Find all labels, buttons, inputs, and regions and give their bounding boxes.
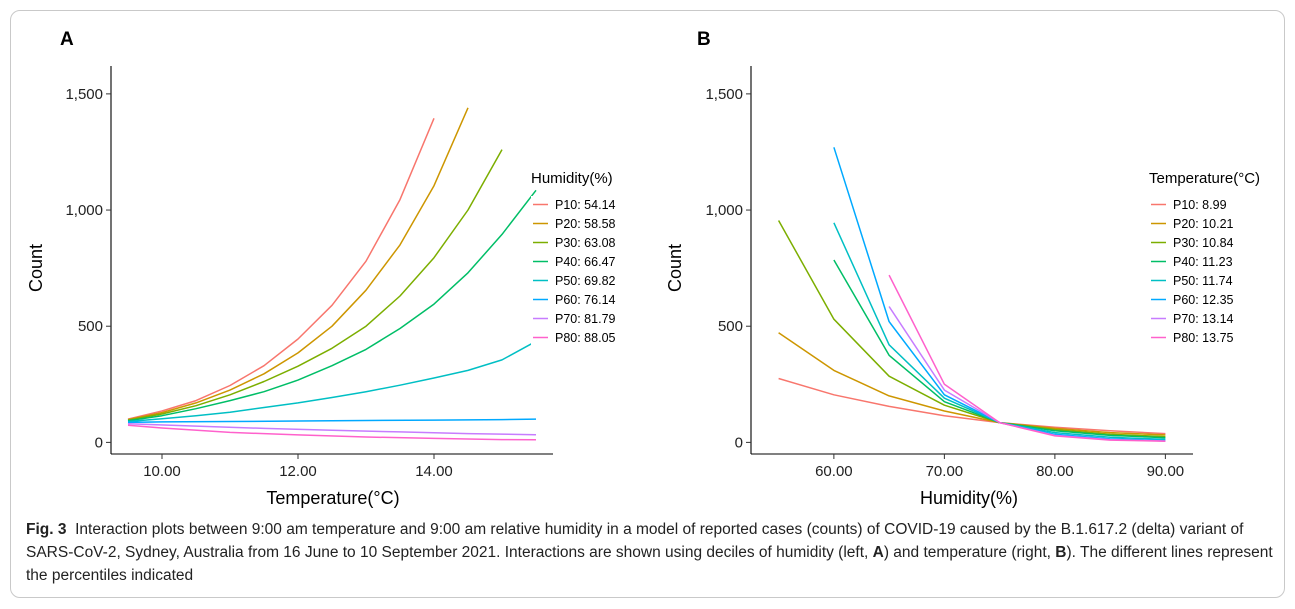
panel-b-legend-title: Temperature(°C) — [1149, 170, 1260, 187]
panel-a-x-tick-label: 14.00 — [415, 463, 453, 480]
panel-b-series-line-4 — [833, 259, 1166, 439]
panel-b-ylabel: Count — [665, 244, 685, 292]
panel-a-series-line-5 — [127, 340, 537, 423]
panel-a-series-line-6 — [127, 418, 537, 424]
panel-a-y-tick-label: 1,500 — [65, 86, 103, 103]
panel-b-x-tick-label: 60.00 — [815, 463, 853, 480]
panel-b-y-tick-label: 500 — [718, 318, 743, 335]
panel-b-series-line-8 — [888, 274, 1166, 442]
panel-b-series-line-6 — [833, 147, 1166, 442]
panel-b-x-tick-label: 70.00 — [926, 463, 964, 480]
panel-b-series-line-1 — [778, 377, 1166, 435]
panel-b-legend-label: P10: 8.99 — [1173, 198, 1227, 212]
panel-b-x-tick-label: 90.00 — [1147, 463, 1185, 480]
panel-b-series-line-7 — [888, 306, 1166, 442]
panel-b-legend-label: P70: 13.14 — [1173, 312, 1234, 326]
panel-b-legend-label: P80: 13.75 — [1173, 331, 1234, 345]
panel-a-legend: Humidity(%) P10: 54.14 P20: 58.58 P30: 63.… — [531, 170, 616, 346]
panel-a-series-line-3 — [127, 149, 503, 421]
panel-b-x-tick-label: 80.00 — [1036, 463, 1074, 480]
panel-a-x-tick-label: 10.00 — [143, 463, 181, 480]
panel-a-legend-title: Humidity(%) — [531, 170, 613, 187]
panel-b-legend: Temperature(°C) P10: 8.99 P20: 10.21 P30: … — [1149, 170, 1260, 346]
panel-a-legend-label: P40: 66.47 — [555, 255, 616, 269]
panel-a-legend-label: P10: 54.14 — [555, 198, 616, 212]
panel-b-legend-label: P50: 11.74 — [1173, 274, 1233, 288]
panel-a-legend-label: P80: 88.05 — [555, 331, 616, 345]
panel-b-legend-label: P40: 11.23 — [1173, 255, 1233, 269]
panel-a-y-tick-label: 1,000 — [65, 202, 103, 219]
panel-a-y-tick-label: 0 — [95, 434, 103, 451]
panel-a-xlabel: Temperature(°C) — [266, 488, 399, 508]
panel-b-legend-label: P20: 10.21 — [1173, 217, 1234, 231]
panel-b-y-tick-label: 1,000 — [705, 202, 743, 219]
caption-text: Interaction plots between 9:00 am temper… — [26, 521, 1244, 561]
panel-a: A Count Temperature(°C) 0 500 1,000 1,500 10… — [26, 29, 616, 508]
caption-mid: ) and temperature (right, — [883, 544, 1056, 561]
panel-a-series-line-4 — [127, 189, 537, 422]
panel-a-letter: A — [60, 29, 74, 50]
panel-a-ylabel: Count — [26, 244, 46, 292]
panel-b-y-tick-label: 1,500 — [705, 86, 743, 103]
panel-a-series-line-7 — [127, 423, 537, 436]
panel-a-legend-label: P30: 63.08 — [555, 236, 616, 250]
caption-ref-a: A — [872, 544, 884, 561]
panel-a-series-line-1 — [127, 118, 435, 420]
panel-b-xlabel: Humidity(%) — [920, 488, 1018, 508]
panel-b-series-line-3 — [777, 220, 1166, 438]
figure-plots: A Count Temperature(°C) 0 500 1,000 1,500 10… — [26, 29, 1260, 508]
caption-ref-b: B — [1055, 544, 1067, 561]
panel-a-series-line-2 — [127, 107, 469, 421]
panel-a-x-tick-label: 12.00 — [279, 463, 317, 480]
caption-end: ). The different lines represent the per… — [26, 544, 1273, 584]
panel-a-legend-label: P20: 58.58 — [555, 217, 616, 231]
caption-label: Fig. 3 — [26, 521, 67, 538]
panel-b-series-line-2 — [778, 332, 1166, 436]
panel-a-legend-label: P50: 69.82 — [555, 274, 616, 288]
panel-b-legend-label: P60: 12.35 — [1173, 293, 1234, 307]
panel-a-plot-area: 0 500 1,000 1,500 10.00 12.00 14.00 — [65, 66, 553, 480]
panel-b: B Count Humidity(%) 0 500 1,000 1,500 60.00 7… — [665, 29, 1260, 508]
panel-b-plot-area: 0 500 1,000 1,500 60.00 70.00 80.00 90.00 — [705, 66, 1193, 480]
panel-a-legend-label: P60: 76.14 — [555, 293, 616, 307]
panel-b-letter: B — [697, 29, 711, 50]
figure-frame — [10, 10, 1285, 598]
figure-caption: Fig. 3 Interaction plots between 9:00 am… — [26, 518, 1276, 587]
panel-b-legend-label: P30: 10.84 — [1173, 236, 1234, 250]
panel-a-series-line-8 — [127, 424, 537, 441]
panel-b-series-line-5 — [833, 222, 1166, 441]
panel-a-y-tick-label: 500 — [78, 318, 103, 335]
panel-b-y-tick-label: 0 — [735, 434, 743, 451]
panel-a-legend-label: P70: 81.79 — [555, 312, 616, 326]
